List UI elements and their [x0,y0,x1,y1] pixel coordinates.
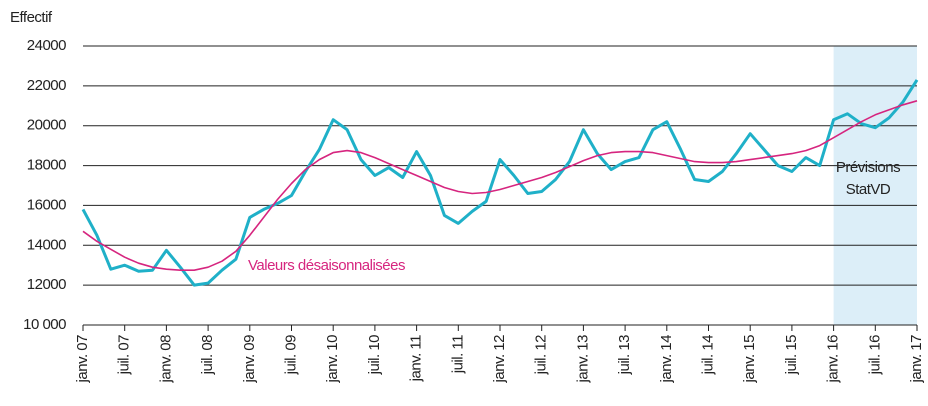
y-tick-label: 18000 [27,157,66,174]
x-tick-label: janv. 12 [491,335,508,384]
x-tick-label: juil. 09 [282,335,299,376]
y-tick-label: 20000 [27,117,66,134]
forecast-region [833,46,917,325]
x-tick-label: juil. 07 [116,335,133,376]
x-tick-label: janv. 10 [324,335,341,384]
series-line [81,79,919,287]
x-tick-label: janv. 13 [574,335,591,384]
x-tick-label: janv. 17 [908,335,925,384]
y-tick-label: 14000 [27,236,66,253]
x-tick-label: juil. 11 [449,335,466,374]
x-tick-label: janv. 11 [408,335,425,382]
y-axis-label: Effectif [10,9,53,26]
annotation: Prévisions [836,159,900,176]
x-tick-label: janv. 15 [741,335,758,384]
x-tick-label: juil. 12 [533,335,550,376]
x-tick-label: janv. 09 [241,335,258,384]
series-line [82,100,918,271]
x-tick-label: janv. 16 [825,335,842,384]
series-label: Valeurs désaisonnalisées [248,257,405,274]
x-tick-label: janv. 08 [157,335,174,384]
x-tick-label: janv. 07 [74,335,91,384]
y-tick-label: 24000 [27,37,66,54]
x-tick-label: janv. 14 [658,335,675,384]
y-tick-label: 12000 [27,276,66,293]
x-tick-label: juil. 08 [199,335,216,376]
y-tick-label: 22000 [27,77,66,94]
x-tick-label: juil. 15 [783,335,800,376]
y-tick-label: 10 000 [23,316,66,333]
y-tick-label: 16000 [27,196,66,213]
x-tick-label: juil. 16 [866,335,883,376]
annotation: StatVD [846,181,891,198]
x-tick-label: juil. 10 [366,335,383,376]
x-tick-label: juil. 14 [699,335,716,376]
x-tick-label: juil. 13 [616,335,633,376]
